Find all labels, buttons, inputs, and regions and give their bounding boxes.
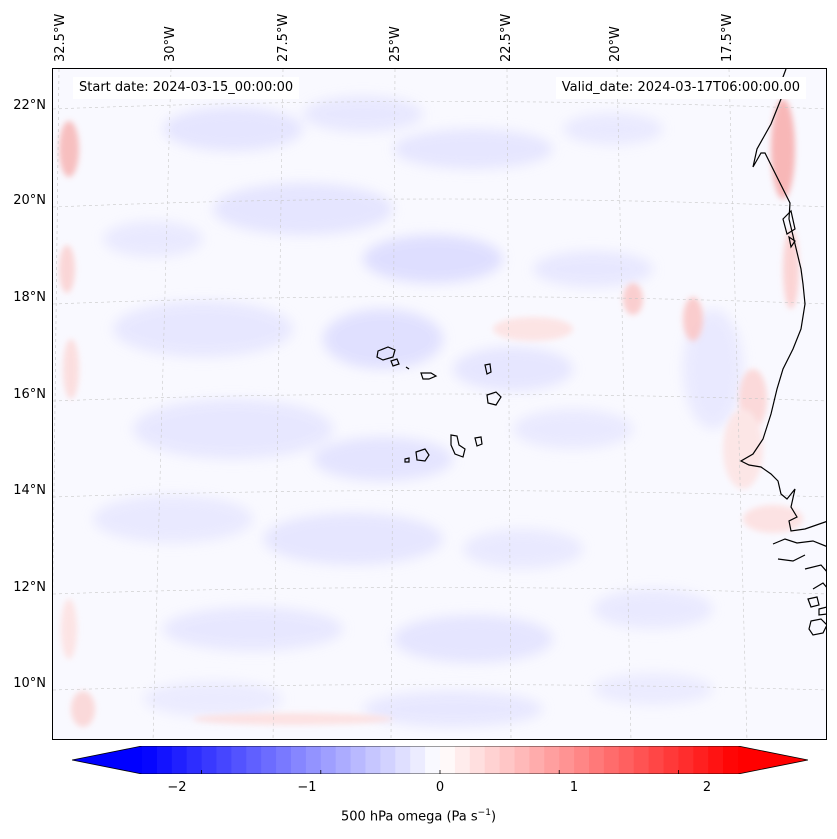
colorbar-cell [648,746,664,774]
lat-label-20n: 20°N [13,193,46,208]
lat-label-16n: 16°N [13,387,46,402]
colorbar-cell [305,746,322,774]
colorbar-cell [574,746,590,774]
colorbar-cell [216,746,232,774]
colorbar-cell [425,746,441,774]
colorbar-cell [156,746,173,774]
lon-label-20w: 20°W [608,26,623,62]
graticule [53,69,826,739]
sao-vicente-island [390,358,400,367]
colorbar-cell [410,746,426,774]
colorbar-tick-label: −2 [167,780,187,795]
colorbar-cell [320,746,337,774]
lon-label-22.5w: 22.5°W [499,13,514,62]
colorbar-cell [633,746,650,774]
colorbar-tick-label: −1 [297,780,317,795]
colorbar-cell [603,746,620,774]
colorbar-label: 500 hPa omega (Pa s−1) [340,808,497,825]
lon-label-27.5w: 27.5°W [276,13,291,62]
lon-label-30w: 30°W [163,26,178,62]
colorbar-cell [693,746,709,774]
fogo-island [415,448,430,462]
colorbar-cell [291,746,307,774]
lon-label-25w: 25°W [388,26,403,62]
omega-negative-patches [93,96,743,727]
colorbar-cell [142,746,158,774]
colorbar-cell [276,746,292,774]
maio-island [474,436,483,447]
map-panel[interactable]: Start date: 2024-03-15_00:00:00 Valid_da… [52,68,827,740]
boa-vista-island [486,391,502,406]
lon-label-32.5w: 32.5°W [53,13,68,62]
colorbar-cell [454,746,471,774]
colorbar-cell [365,746,381,774]
colorbar-cell [589,746,605,774]
colorbar-cell [171,746,188,774]
colorbar-cell [514,746,530,774]
colorbar-cell [618,746,635,774]
colorbar-cell [231,746,247,774]
sal-island [484,363,492,375]
colorbar-cell [544,746,560,774]
valid-date-label: Valid_date: 2024-03-17T06:00:00.00 [555,77,806,99]
colorbar-cell [469,746,486,774]
omega-positive-patches [59,99,803,727]
colorbar-cell [186,746,203,774]
colorbar-tick-label: 0 [435,780,445,795]
colorbar-cell [395,746,411,774]
omega-field-map [53,69,826,739]
colorbar-cell [484,746,501,774]
africa-coastline [739,69,826,636]
lat-label-22n: 22°N [13,98,46,113]
colorbar-cell [499,746,515,774]
lat-label-10n: 10°N [13,676,46,691]
colorbar-cell [723,746,739,774]
colorbar-cell [350,746,366,774]
sao-nicolau-island [420,372,438,380]
santo-antao-island [376,346,396,361]
colorbar-tick-label: 1 [569,780,579,795]
start-date-label: Start date: 2024-03-15_00:00:00 [73,77,300,99]
lat-label-14n: 14°N [13,483,46,498]
colorbar-extend-min [72,746,142,774]
lat-label-18n: 18°N [13,290,46,305]
colorbar-cell [440,746,456,774]
colorbar-cell [529,746,545,774]
colorbar-cell [261,746,277,774]
brava-island [404,457,410,463]
colorbar-tick-label: 2 [702,780,712,795]
lat-label-12n: 12°N [13,580,46,595]
colorbar [72,746,808,774]
santiago-island [450,434,466,458]
colorbar-extend-max [738,746,808,774]
colorbar-cell [708,746,724,774]
cabo-verde-islands [376,346,502,463]
colorbar-cell [246,746,262,774]
colorbar-cell [663,746,679,774]
colorbar-cell [678,746,694,774]
colorbar-cell [559,746,575,774]
colorbar-cell [335,746,352,774]
lon-label-17.5w: 17.5°W [720,13,735,62]
colorbar-cell [201,746,217,774]
santa-luzia-island [405,366,410,370]
colorbar-cell [380,746,396,774]
